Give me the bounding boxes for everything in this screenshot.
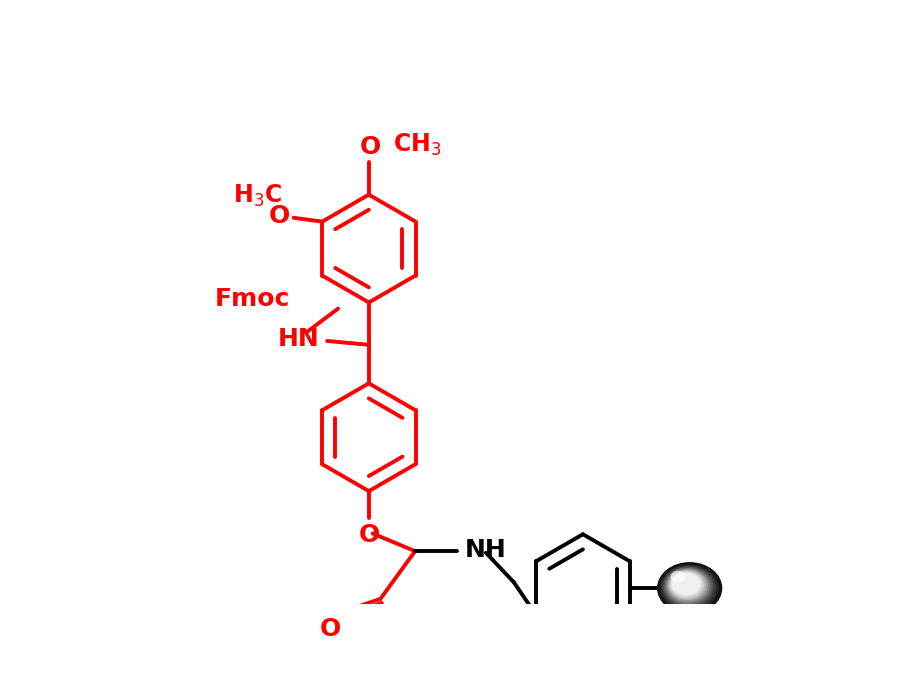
Ellipse shape bbox=[672, 572, 700, 595]
Ellipse shape bbox=[660, 564, 719, 612]
Text: O: O bbox=[359, 523, 380, 547]
Ellipse shape bbox=[664, 568, 712, 605]
Ellipse shape bbox=[670, 571, 704, 598]
Text: Fmoc: Fmoc bbox=[215, 287, 291, 310]
Ellipse shape bbox=[670, 572, 702, 597]
Text: O: O bbox=[268, 204, 290, 228]
Text: O: O bbox=[320, 617, 341, 640]
Ellipse shape bbox=[663, 566, 714, 606]
Ellipse shape bbox=[668, 570, 706, 600]
Text: HN: HN bbox=[278, 327, 320, 352]
Ellipse shape bbox=[666, 568, 710, 604]
Ellipse shape bbox=[667, 569, 708, 602]
Text: H$_3$C: H$_3$C bbox=[233, 183, 282, 209]
Ellipse shape bbox=[658, 563, 721, 613]
Ellipse shape bbox=[661, 565, 717, 610]
Text: O: O bbox=[360, 135, 381, 160]
Text: NH: NH bbox=[464, 538, 506, 562]
Ellipse shape bbox=[670, 571, 686, 583]
Ellipse shape bbox=[662, 566, 716, 608]
Text: CH$_3$: CH$_3$ bbox=[393, 132, 442, 158]
